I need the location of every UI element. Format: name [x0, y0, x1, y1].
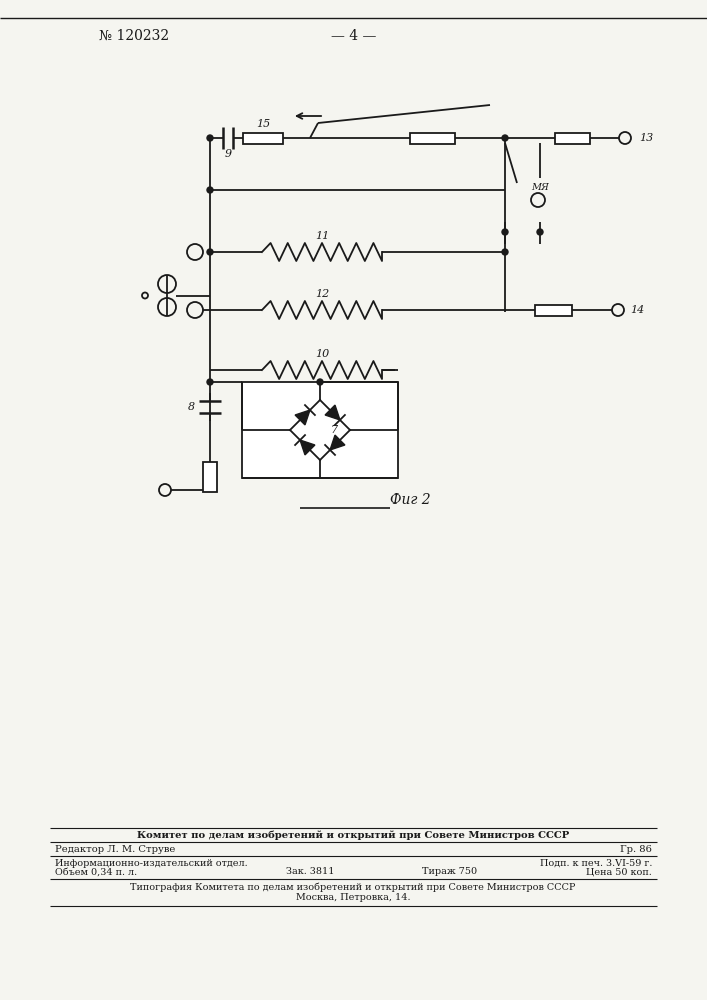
Text: Гр. 86: Гр. 86 [620, 844, 652, 854]
Bar [203, 462, 217, 492]
Circle shape [207, 379, 213, 385]
Text: Фиг 2: Фиг 2 [390, 493, 431, 507]
Polygon shape [330, 435, 345, 450]
Text: Цена 50 коп.: Цена 50 коп. [586, 867, 652, 876]
Text: 11: 11 [315, 231, 329, 241]
Text: 9: 9 [224, 149, 232, 159]
Text: Тираж 750: Тираж 750 [423, 867, 477, 876]
Bar [242, 382, 398, 478]
Circle shape [317, 379, 323, 385]
Circle shape [207, 249, 213, 255]
Bar [535, 304, 572, 316]
Text: МЯ: МЯ [531, 184, 549, 192]
Bar [243, 132, 283, 143]
Text: Объем 0,34 п. л.: Объем 0,34 п. л. [55, 867, 137, 876]
Text: Редактор Л. М. Струве: Редактор Л. М. Струве [55, 844, 175, 854]
Text: Москва, Петровка, 14.: Москва, Петровка, 14. [296, 892, 410, 902]
Polygon shape [325, 405, 340, 420]
Polygon shape [295, 410, 310, 425]
Text: Зак. 3811: Зак. 3811 [286, 867, 334, 876]
Bar [410, 132, 455, 143]
Text: 15: 15 [256, 119, 270, 129]
Circle shape [502, 229, 508, 235]
Circle shape [207, 187, 213, 193]
Text: 14: 14 [630, 305, 644, 315]
Text: Комитет по делам изобретений и открытий при Совете Министров СССР: Комитет по делам изобретений и открытий … [137, 830, 569, 840]
Circle shape [502, 135, 508, 141]
Circle shape [537, 229, 543, 235]
Polygon shape [300, 440, 315, 455]
Text: 13: 13 [639, 133, 653, 143]
Text: 8: 8 [187, 402, 194, 412]
Text: Подп. к печ. 3.VI-59 г.: Подп. к печ. 3.VI-59 г. [539, 858, 652, 867]
Text: — 4 —: — 4 — [331, 29, 376, 43]
Text: 12: 12 [315, 289, 329, 299]
Text: Информационно-издательский отдел.: Информационно-издательский отдел. [55, 858, 247, 867]
Bar [555, 132, 590, 143]
Text: Типография Комитета по делам изобретений и открытий при Совете Министров СССР: Типография Комитета по делам изобретений… [130, 882, 575, 892]
Text: 10: 10 [315, 349, 329, 359]
Circle shape [207, 135, 213, 141]
Circle shape [502, 249, 508, 255]
Text: № 120232: № 120232 [99, 29, 169, 43]
Text: 7: 7 [330, 425, 337, 435]
